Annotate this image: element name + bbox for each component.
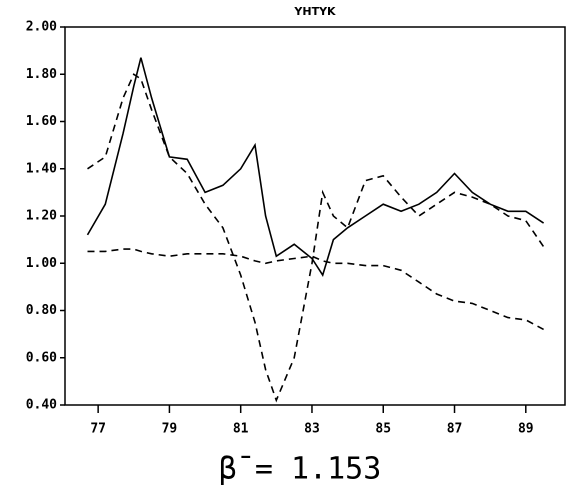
series-line <box>86 57 545 277</box>
x-tick-label: 77 <box>90 422 106 437</box>
x-tick-label: 89 <box>518 422 534 437</box>
x-tick-label: 81 <box>233 422 249 437</box>
y-tick-label: 1.40 <box>26 161 57 176</box>
y-tick-label: 0.60 <box>26 350 57 365</box>
y-tick-label: 0.40 <box>26 398 57 413</box>
y-tick-label: 1.20 <box>26 209 57 224</box>
y-tick-label: 0.80 <box>26 303 57 318</box>
y-tick-label: 1.60 <box>26 114 57 129</box>
x-tick-label: 79 <box>162 422 178 437</box>
chart-title: YHTYK <box>293 5 336 18</box>
annotation: β̄ = 1.153 <box>219 452 382 487</box>
series-line <box>87 248 544 331</box>
x-tick-label: 85 <box>375 422 391 437</box>
x-tick-label: 83 <box>304 422 320 437</box>
y-tick-label: 1.80 <box>26 67 57 82</box>
y-tick-label: 1.00 <box>26 256 57 271</box>
x-tick-label: 87 <box>447 422 463 437</box>
series-line <box>87 73 545 403</box>
plot-frame <box>64 26 566 406</box>
y-tick-label: 2.00 <box>26 20 57 35</box>
